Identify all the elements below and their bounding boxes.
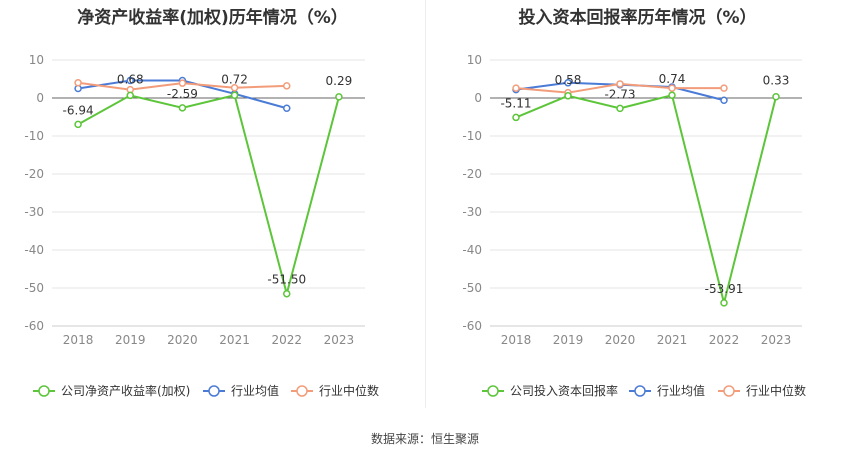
y-tick-label: 10: [467, 53, 482, 67]
data-label: 0.29: [326, 74, 353, 88]
x-tick-label: 2022: [271, 333, 302, 347]
y-tick-label: -30: [24, 205, 44, 219]
legend-label: 行业均值: [231, 383, 279, 398]
y-tick-label: -10: [24, 129, 44, 143]
data-point: [230, 83, 239, 92]
data-label: -6.94: [63, 103, 94, 117]
y-tick-label: 0: [36, 91, 44, 105]
data-point: [74, 79, 82, 87]
legend-label: 公司投入资本回报率: [510, 383, 618, 398]
data-point: [564, 79, 572, 87]
data-point: [564, 92, 572, 100]
data-point: [616, 104, 624, 113]
data-label: -53.91: [705, 282, 744, 296]
y-tick-label: -50: [462, 281, 482, 295]
legend-swatch-marker: [723, 385, 735, 397]
legend-swatch-marker: [38, 385, 50, 397]
data-point: [178, 104, 187, 112]
x-tick-label: 2023: [761, 333, 792, 347]
data-point: [74, 120, 82, 129]
data-point: [512, 84, 520, 92]
data-label: 0.58: [555, 73, 582, 87]
data-label: 0.72: [221, 72, 248, 86]
data-label: 0.68: [117, 72, 144, 86]
data-label: -2.59: [167, 87, 198, 101]
legend-swatch-marker: [487, 385, 499, 397]
x-tick-label: 2018: [501, 333, 532, 347]
legend-swatch-marker: [208, 385, 220, 397]
data-label: -5.11: [500, 96, 531, 110]
y-tick-label: -50: [24, 281, 44, 295]
roic-line-chart: 10 0 -10 -20 -30 -40 -50 -60 2018 2019 2020 2021 202…: [462, 53, 806, 398]
x-tick-label: 2019: [553, 333, 584, 347]
data-label: -51.50: [267, 273, 306, 287]
legend-label: 行业均值: [657, 383, 705, 398]
y-tick-label: -20: [24, 167, 44, 181]
y-tick-label: -40: [462, 243, 482, 257]
y-tick-label: 10: [29, 53, 44, 67]
roic-chart-panel: 投入资本回报率历年情况（%） 10 0 -10 -20 -30 -40 -50 -60 2018…: [425, 0, 850, 420]
roe-chart-panel: 净资产收益率(加权)历年情况（%） 10 0 -10 -20 -30 -40 -50 -60 2…: [0, 0, 425, 420]
data-point: [720, 299, 728, 307]
data-point: [512, 113, 520, 122]
y-tick-label: -60: [462, 319, 482, 333]
x-tick-label: 2023: [324, 333, 355, 347]
x-tick-label: 2021: [219, 333, 250, 347]
panel-divider: [425, 0, 426, 408]
legend-label: 行业中位数: [746, 383, 806, 398]
data-point: [230, 91, 239, 100]
legend-swatch-marker: [296, 385, 308, 397]
y-tick-label: -30: [462, 205, 482, 219]
y-tick-label: -10: [462, 129, 482, 143]
y-tick-label: -40: [24, 243, 44, 257]
x-tick-label: 2019: [115, 333, 146, 347]
roe-line-chart: 10 0 -10 -20 -30 -40 -50 -60 2018 2019 2020 2021 202…: [24, 53, 379, 398]
series-line: [77, 94, 340, 298]
chart-title: 投入资本回报率历年情况（%）: [518, 8, 757, 28]
legend-swatch-marker: [634, 385, 646, 397]
y-tick-label: -20: [462, 167, 482, 181]
data-point: [283, 289, 291, 298]
x-tick-label: 2022: [709, 333, 740, 347]
y-tick-label: 0: [474, 91, 482, 105]
legend-label: 行业中位数: [319, 383, 379, 398]
x-tick-label: 2020: [167, 333, 198, 347]
y-tick-label: -60: [24, 319, 44, 333]
data-point: [720, 96, 728, 105]
data-point: [126, 91, 134, 100]
data-point: [668, 91, 676, 99]
legend-label: 公司净资产收益率(加权): [61, 383, 190, 398]
data-point: [126, 76, 134, 85]
data-source-note: 数据来源：恒生聚源: [370, 432, 479, 446]
chart-title: 净资产收益率(加权)历年情况（%）: [77, 8, 348, 28]
data-point: [772, 92, 780, 101]
data-label: 0.33: [763, 74, 790, 88]
data-point: [616, 80, 624, 88]
data-label: -2.73: [604, 87, 635, 101]
data-label: 0.74: [659, 72, 686, 86]
series-line: [515, 93, 777, 304]
data-point: [283, 104, 291, 113]
x-tick-label: 2021: [657, 333, 688, 347]
x-tick-label: 2018: [63, 333, 94, 347]
data-point: [335, 93, 343, 101]
data-point: [668, 84, 676, 92]
x-tick-label: 2020: [605, 333, 636, 347]
data-point: [720, 84, 728, 92]
data-point: [283, 82, 291, 90]
data-point: [178, 79, 187, 87]
